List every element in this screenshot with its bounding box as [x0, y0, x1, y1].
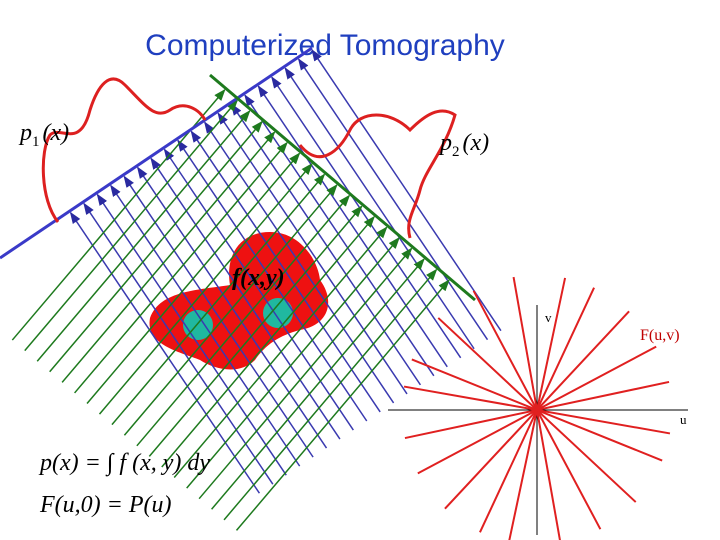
equation: F(u,0) = P(u) [39, 492, 171, 518]
ray [173, 226, 388, 479]
p1-base: p [18, 120, 32, 146]
ray [24, 99, 239, 352]
ray [123, 184, 338, 436]
ray [244, 94, 435, 377]
projection-2 [298, 109, 457, 239]
ray [110, 184, 301, 467]
p1-arg: (x) [43, 120, 70, 146]
p1-label: p1 (x) [18, 120, 69, 150]
spokes [403, 276, 671, 540]
ray [123, 175, 314, 458]
ray [284, 67, 475, 350]
ray [190, 130, 381, 413]
ray [297, 58, 489, 341]
ray [148, 205, 363, 457]
p1-sub: 1 [32, 134, 40, 150]
ray [230, 103, 422, 386]
detector-2 [209, 73, 476, 302]
ray [111, 173, 326, 426]
ray [217, 112, 408, 395]
ray [211, 258, 425, 510]
spoke [403, 385, 671, 435]
v-label: v [545, 310, 552, 325]
p2-base: p [438, 130, 452, 156]
ray [96, 193, 287, 476]
ray [83, 202, 274, 485]
fuv-label: F(u,v) [640, 327, 680, 344]
slide-title: Computerized Tomography [145, 29, 505, 62]
ray [74, 141, 288, 394]
p2-label: p2 (x) [438, 130, 489, 160]
ray [49, 120, 263, 373]
ray [198, 247, 413, 500]
equation: p(x) = ∫ f (x, y) dy [38, 450, 210, 477]
u-label: u [680, 412, 687, 427]
detector-1 [0, 46, 313, 260]
ray [186, 236, 400, 489]
f-label: f(x,y) [232, 265, 285, 291]
ray [235, 279, 450, 531]
p2-arg: (x) [463, 130, 490, 156]
ray [163, 148, 354, 431]
ray [86, 152, 301, 404]
ray [311, 49, 502, 332]
ray [98, 162, 313, 415]
ray [36, 110, 251, 362]
ray [223, 268, 438, 521]
ray [136, 194, 351, 447]
ray [161, 215, 376, 468]
projection-1 [41, 77, 207, 223]
ray [177, 139, 368, 422]
ray [61, 131, 276, 383]
ray [150, 157, 341, 440]
p2-sub: 2 [452, 144, 460, 160]
